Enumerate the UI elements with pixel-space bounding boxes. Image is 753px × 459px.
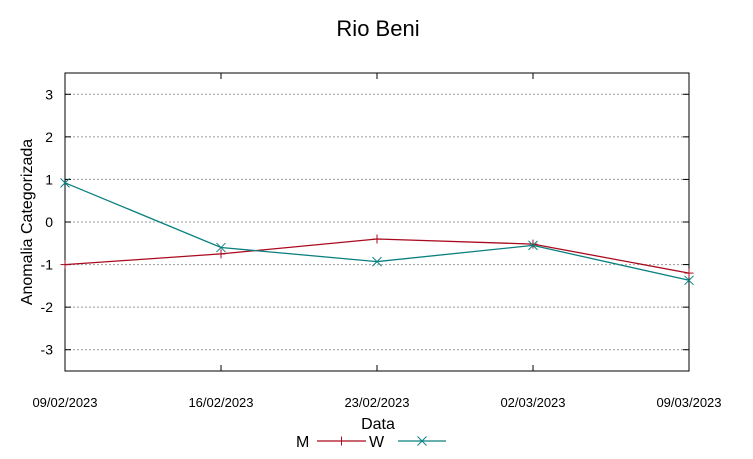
y-axis-label: Anomalia Categorizada bbox=[19, 139, 36, 305]
legend-label-w: W bbox=[369, 434, 385, 451]
series-w-point bbox=[372, 256, 382, 267]
series-layer bbox=[60, 177, 694, 286]
series-w-point bbox=[216, 242, 226, 253]
series-m-point bbox=[60, 260, 70, 270]
legend-marker-m bbox=[337, 436, 346, 446]
x-tick-label: 09/02/2023 bbox=[32, 395, 97, 410]
series-w-point bbox=[60, 177, 70, 188]
y-tick-label: -3 bbox=[41, 342, 54, 358]
series-w-point-d2 bbox=[684, 275, 694, 286]
x-axis-ticks: 09/02/2023 16/02/2023 23/02/2023 02/03/2023… bbox=[32, 73, 722, 410]
y-tick-label: 2 bbox=[45, 129, 53, 145]
plot-frame bbox=[64, 72, 690, 372]
x-tick-label: 23/02/2023 bbox=[344, 395, 409, 410]
series-m-point bbox=[372, 234, 382, 244]
series-w-point bbox=[684, 275, 694, 286]
series-w-point-d2 bbox=[372, 256, 382, 267]
series-m-point bbox=[528, 239, 538, 249]
series-m-point bbox=[684, 268, 694, 278]
legend-marker-w bbox=[417, 436, 427, 446]
y-tick-label: 3 bbox=[45, 86, 53, 102]
x-tick-label: 09/03/2023 bbox=[656, 395, 721, 410]
series-w-point-d2 bbox=[60, 177, 70, 188]
series-m-line bbox=[64, 238, 690, 274]
y-tick-label: -2 bbox=[41, 299, 54, 315]
gridlines bbox=[65, 93, 689, 351]
series-m-point bbox=[216, 249, 226, 259]
x-tick-label: 16/02/2023 bbox=[188, 395, 253, 410]
series-w-point-d2 bbox=[216, 242, 226, 253]
legend-marker-w-d2 bbox=[417, 436, 427, 446]
x-tick-label: 02/03/2023 bbox=[500, 395, 565, 410]
y-tick-label: 1 bbox=[45, 171, 53, 187]
series-w-line bbox=[64, 182, 690, 281]
x-axis-label: Data bbox=[361, 416, 395, 433]
y-axis-ticks: 3 2 1 0 -1 -2 -3 bbox=[41, 86, 689, 358]
series-w-point-d2 bbox=[528, 240, 538, 251]
y-tick-label: -1 bbox=[41, 257, 54, 273]
chart-title: Rio Beni bbox=[336, 16, 419, 41]
legend-label-m: M bbox=[296, 434, 309, 451]
y-tick-label: 0 bbox=[45, 214, 53, 230]
series-w-point bbox=[528, 240, 538, 251]
